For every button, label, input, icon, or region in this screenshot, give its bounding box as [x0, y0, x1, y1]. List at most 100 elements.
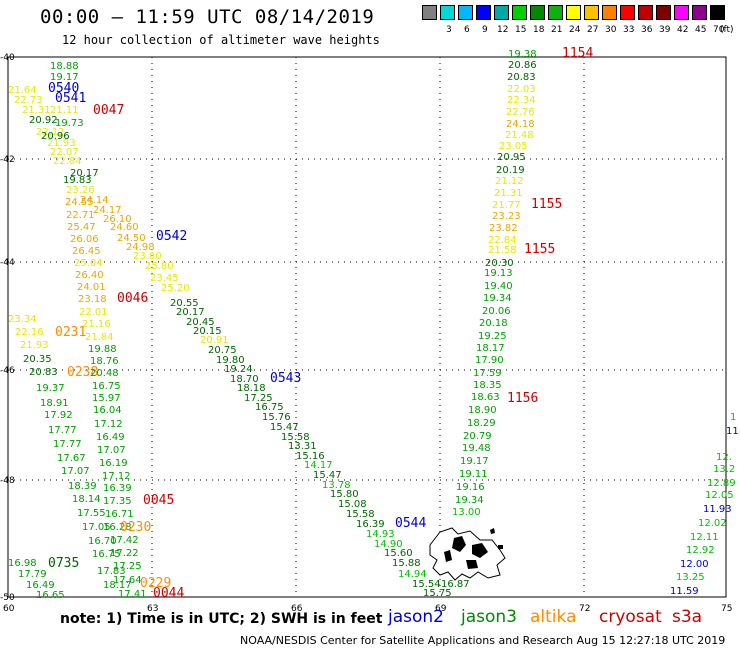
wave-height-label: 17.77 — [53, 439, 82, 450]
wave-height-label: 13.31 — [288, 441, 317, 452]
wave-height-label: 20.83 — [29, 367, 58, 378]
lon-label: 60 — [3, 604, 15, 614]
wave-height-label: 18.17 — [103, 580, 132, 591]
wave-height-label: 20.96 — [41, 131, 70, 142]
wave-height-label: 18.90 — [468, 405, 497, 416]
wave-height-label: 18.14 — [72, 494, 101, 505]
scale-cell — [656, 5, 671, 20]
wave-height-label: 17.77 — [48, 425, 77, 436]
wave-height-label: 22.03 — [507, 84, 536, 95]
lon-label: 69 — [435, 604, 447, 614]
wave-height-label: 24.17 — [93, 205, 122, 216]
wave-height-label: 25.47 — [67, 222, 96, 233]
wave-height-label: 18.70 — [230, 374, 259, 385]
wave-height-label: 19.83 — [63, 175, 92, 186]
wave-height-label: 12.02 — [698, 518, 727, 529]
wave-height-label: 17.12 — [94, 419, 123, 430]
wave-height-label: 20.55 — [170, 298, 199, 309]
scale-cell — [422, 5, 437, 20]
lon-label: 75 — [721, 604, 732, 614]
wave-height-label: 21.31 — [22, 105, 51, 116]
wave-height-label: 19.34 — [483, 293, 512, 304]
wave-height-label: 22.07 — [50, 147, 79, 158]
wave-height-label: 23.23 — [492, 211, 521, 222]
pass-time-label: 0543 — [270, 371, 301, 386]
pass-time-label: 0542 — [156, 229, 187, 244]
wave-height-label: 19.17 — [460, 456, 489, 467]
scale-label: 36 — [641, 25, 653, 35]
wave-height-label: 22.16 — [15, 327, 44, 338]
wave-height-label: 21.11 — [50, 105, 79, 116]
pass-time-label: 0046 — [117, 291, 148, 306]
wave-height-label: 15.80 — [330, 489, 359, 500]
wave-height-label: 14.94 — [398, 569, 427, 580]
wave-height-label: 11.93 — [703, 504, 732, 515]
wave-height-label: 13.25 — [676, 572, 705, 583]
wave-height-label: 16.75 — [92, 381, 121, 392]
wave-height-label: 15.54 — [412, 579, 441, 590]
wave-height-label: 22.84 — [488, 235, 517, 246]
lat-label: -50 — [0, 593, 15, 603]
scale-cell — [638, 5, 653, 20]
wave-height-label: 15.16 — [296, 451, 325, 462]
wave-height-label: 20.35 — [23, 354, 52, 365]
legend-s3a: s3a — [672, 607, 703, 627]
wave-height-label: 19.40 — [484, 281, 513, 292]
wave-height-label: 17.12 — [102, 471, 131, 482]
wave-height-label: 23.80 — [133, 251, 162, 262]
pass-time-label: 0735 — [48, 556, 79, 571]
wave-height-label: 15.97 — [92, 393, 121, 404]
wave-height-label: 26.45 — [72, 246, 101, 257]
wave-height-label: 24.98 — [126, 242, 155, 253]
lon-label: 63 — [147, 604, 158, 614]
wave-height-label: 16.49 — [96, 432, 125, 443]
scale-unit: (ft) — [720, 25, 734, 35]
wave-height-label: 17.22 — [110, 548, 139, 559]
wave-height-label: 20.83 — [507, 72, 536, 83]
wave-height-label: 19.13 — [484, 268, 513, 279]
pass-time-label: 0045 — [143, 493, 174, 508]
wave-height-label: 22.76 — [506, 107, 535, 118]
wave-height-label: 17.42 — [110, 535, 139, 546]
wave-height-label: 22.01 — [79, 307, 108, 318]
scale-cell — [620, 5, 635, 20]
legend-jason3: jason3 — [461, 607, 517, 627]
wave-height-label: 12.11 — [690, 532, 719, 543]
scale-cell — [584, 5, 599, 20]
scale-label: 27 — [587, 25, 599, 35]
wave-height-label: 20.17 — [70, 168, 99, 179]
scale-cell — [692, 5, 707, 20]
pass-time-label: 0230 — [120, 520, 151, 535]
kerguelen-islands-coastline — [429, 527, 506, 581]
wave-height-label: 18.63 — [471, 392, 500, 403]
scale-cell — [566, 5, 581, 20]
wave-height-label: 21.84 — [85, 332, 114, 343]
wave-height-label: 23.82 — [489, 223, 518, 234]
lat-label: -48 — [0, 476, 15, 486]
page-subtitle: 12 hour collection of altimeter wave hei… — [62, 33, 380, 47]
wave-height-label: 17.67 — [57, 453, 86, 464]
wave-height-label: 22.73 — [14, 95, 43, 106]
wave-height-label: 19.80 — [216, 355, 245, 366]
wave-height-label: 20.91 — [200, 335, 229, 346]
wave-height-label: 11.59 — [670, 586, 699, 597]
wave-height-label: 20.48 — [90, 368, 119, 379]
wave-height-label: 16.28 — [103, 522, 132, 533]
credit-line: NOAA/NESDIS Center for Satellite Applica… — [240, 634, 726, 647]
wave-height-label: 17.83 — [97, 566, 126, 577]
wave-height-label: 15.76 — [262, 412, 291, 423]
scale-cell — [458, 5, 473, 20]
map-frame — [7, 56, 727, 598]
wave-height-label: 16.39 — [103, 483, 132, 494]
scale-label: 70 — [713, 25, 725, 35]
scale-label: 3 — [446, 25, 452, 35]
scale-label: 21 — [551, 25, 563, 35]
wave-height-label: 12.05 — [705, 490, 734, 501]
scale-label: 39 — [659, 25, 671, 35]
wave-height-label: 16.65 — [36, 590, 65, 601]
wave-height-label: 13.00 — [452, 507, 481, 518]
wave-height-label: 18.76 — [90, 356, 119, 367]
footer-note: note: 1) Time is in UTC; 2) SWH is in fe… — [60, 611, 383, 627]
